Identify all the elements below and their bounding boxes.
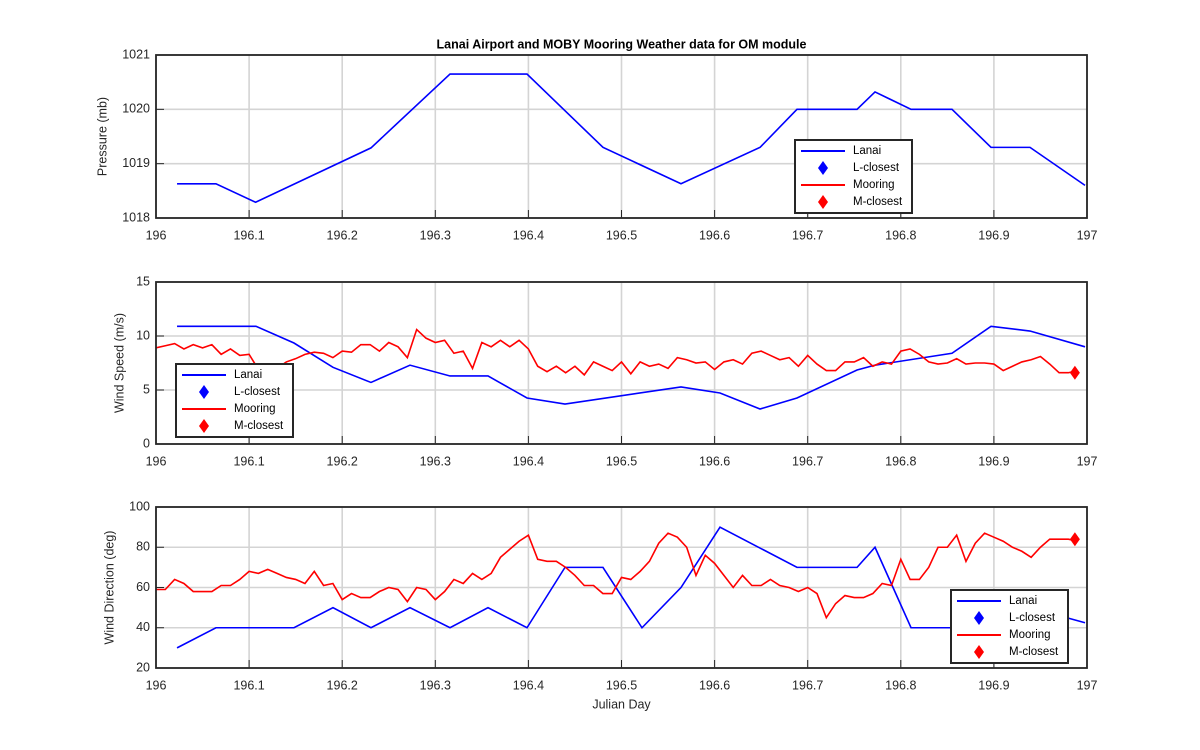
series-line	[177, 325, 1086, 410]
y-tick-label: 0	[143, 436, 150, 450]
x-tick-label: 196.3	[420, 678, 451, 692]
legend-label: M-closest	[853, 196, 903, 208]
legend-box	[950, 589, 1069, 664]
x-tick-label: 196	[146, 678, 167, 692]
y-tick-label: 5	[143, 382, 150, 396]
y-axis-label: Wind Speed (m/s)	[112, 313, 126, 413]
x-tick-label: 196.5	[606, 678, 637, 692]
x-tick-label: 196.3	[420, 228, 451, 242]
x-tick-label: 196.1	[233, 228, 264, 242]
y-axis-label: Wind Direction (deg)	[102, 531, 116, 645]
x-tick-label: 196.8	[885, 678, 916, 692]
legend-marker	[818, 161, 828, 175]
x-tick-label: 196.8	[885, 228, 916, 242]
series-line	[156, 328, 1078, 377]
legend-label: Mooring	[1009, 629, 1051, 641]
legend-label: L-closest	[1009, 612, 1056, 624]
legend-box	[175, 363, 294, 438]
y-tick-label: 1019	[122, 156, 150, 170]
legend-label: Lanai	[234, 369, 262, 381]
x-tick-label: 196.6	[699, 228, 730, 242]
legend-marker	[974, 645, 984, 659]
x-tick-label: 196.6	[699, 454, 730, 468]
y-axis-label: Pressure (mb)	[95, 97, 109, 176]
legend: Lanai L-closest Mooring M-closest	[950, 589, 1069, 664]
x-tick-label: 197	[1077, 454, 1098, 468]
y-tick-label: 80	[136, 540, 150, 554]
plot-area	[156, 526, 1086, 649]
x-tick-label: 196.7	[792, 454, 823, 468]
x-tick-label: 196.6	[699, 678, 730, 692]
x-tick-label: 196.4	[513, 228, 544, 242]
legend-box	[794, 139, 913, 214]
x-tick-label: 196.9	[978, 678, 1009, 692]
y-tick-label: 15	[136, 274, 150, 288]
axes-box	[155, 506, 1088, 669]
legend-marker	[199, 385, 209, 399]
plot-area	[156, 325, 1086, 410]
chart-title: Lanai Airport and MOBY Mooring Weather d…	[437, 37, 807, 51]
legend: Lanai L-closest Mooring M-closest	[175, 363, 294, 438]
x-tick-label: 196.2	[327, 454, 358, 468]
legend-label: Lanai	[1009, 595, 1037, 607]
x-tick-label: 197	[1077, 678, 1098, 692]
y-tick-label: 1021	[122, 47, 150, 61]
legend-label: Lanai	[853, 145, 881, 157]
x-tick-label: 196.4	[513, 454, 544, 468]
legend-label: Mooring	[234, 403, 276, 415]
series-line	[177, 73, 1086, 204]
y-tick-label: 20	[136, 660, 150, 674]
x-tick-label: 196.1	[233, 678, 264, 692]
legend-marker	[974, 611, 984, 625]
legend: Lanai L-closest Mooring M-closest	[794, 139, 913, 214]
axes-box	[155, 281, 1088, 445]
x-tick-label: 196.9	[978, 228, 1009, 242]
x-tick-label: 196.9	[978, 454, 1009, 468]
legend-label: L-closest	[234, 386, 281, 398]
plot-area	[177, 73, 1086, 204]
y-tick-label: 1020	[122, 102, 150, 116]
axes-box	[155, 54, 1088, 219]
y-tick-label: 100	[129, 499, 150, 513]
legend-label: L-closest	[853, 162, 900, 174]
y-tick-label: 60	[136, 580, 150, 594]
x-tick-label: 196.2	[327, 228, 358, 242]
x-tick-label: 196.4	[513, 678, 544, 692]
x-tick-label: 197	[1077, 228, 1098, 242]
x-tick-label: 196	[146, 228, 167, 242]
x-tick-label: 196.1	[233, 454, 264, 468]
legend-label: M-closest	[1009, 646, 1059, 658]
x-tick-label: 196.7	[792, 228, 823, 242]
y-tick-label: 10	[136, 328, 150, 342]
y-tick-label: 40	[136, 620, 150, 634]
x-tick-label: 196.3	[420, 454, 451, 468]
marker	[1069, 365, 1080, 380]
marker	[1069, 532, 1080, 547]
x-tick-label: 196.8	[885, 454, 916, 468]
y-tick-label: 1018	[122, 210, 150, 224]
x-tick-label: 196.5	[606, 454, 637, 468]
x-axis-label: Julian Day	[592, 697, 651, 711]
series-line	[156, 532, 1078, 620]
x-tick-label: 196.2	[327, 678, 358, 692]
x-tick-label: 196	[146, 454, 167, 468]
series-line	[176, 526, 1086, 649]
legend-marker	[818, 195, 828, 209]
x-tick-label: 196.7	[792, 678, 823, 692]
x-tick-label: 196.5	[606, 228, 637, 242]
legend-label: Mooring	[853, 179, 895, 191]
legend-label: M-closest	[234, 420, 284, 432]
legend-marker	[199, 419, 209, 433]
